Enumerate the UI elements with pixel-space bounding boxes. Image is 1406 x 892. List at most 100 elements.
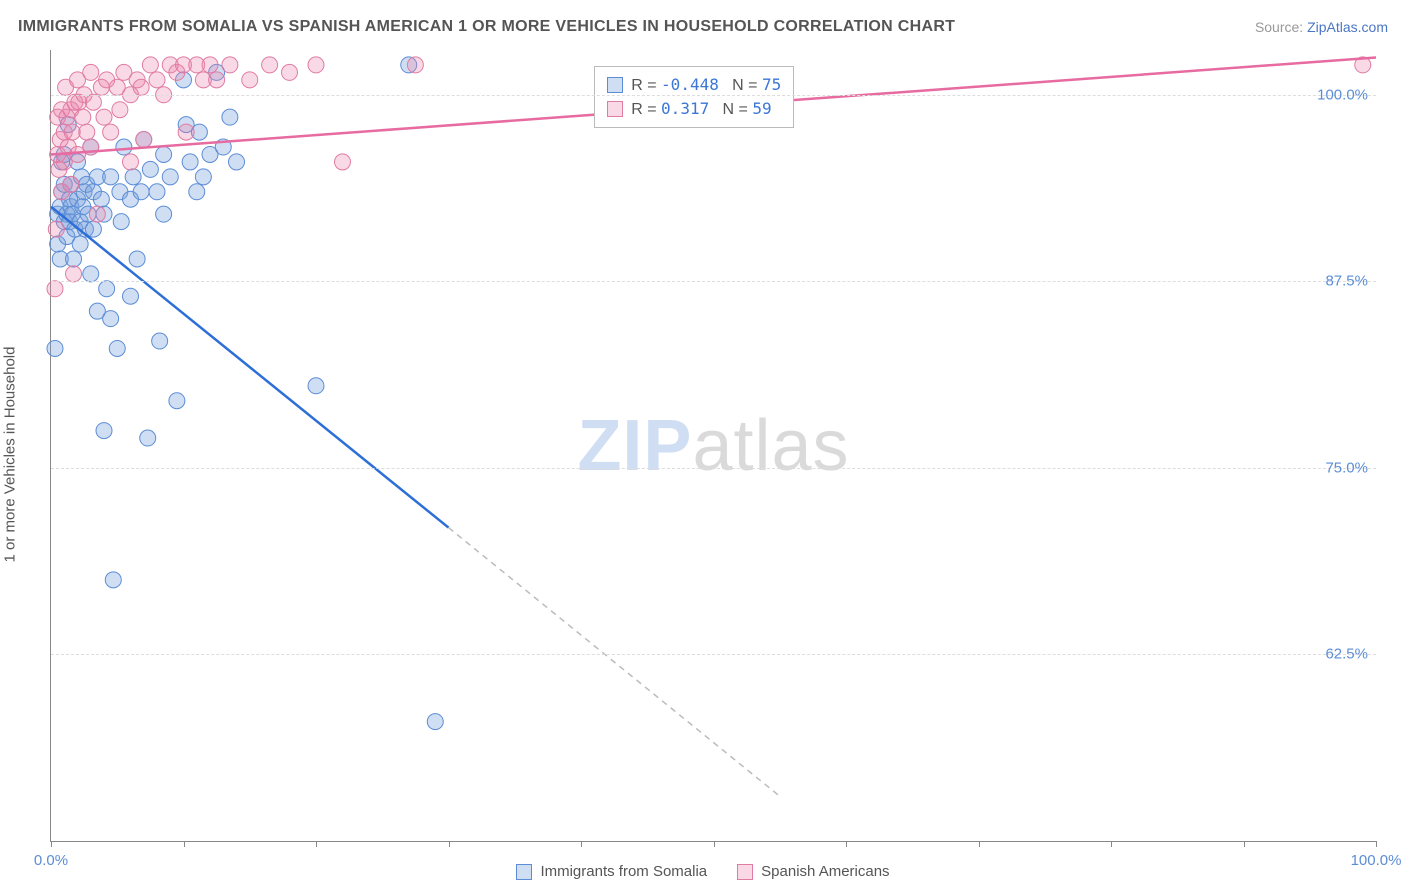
data-point [63,176,79,192]
trend-line-extrapolated [449,528,780,797]
data-point [105,572,121,588]
data-point [142,57,158,73]
legend-item: Immigrants from Somalia [516,863,707,880]
x-tick [979,841,980,847]
data-point [66,251,82,267]
data-point [83,266,99,282]
legend-item: Spanish Americans [737,863,889,880]
data-point [222,109,238,125]
data-point [189,184,205,200]
data-point [79,124,95,140]
title-bar: IMMIGRANTS FROM SOMALIA VS SPANISH AMERI… [18,18,1388,36]
data-point [152,333,168,349]
y-tick-label: 75.0% [1325,459,1368,476]
data-point [156,206,172,222]
data-point [202,57,218,73]
data-point [99,281,115,297]
data-point [195,169,211,185]
data-point [140,430,156,446]
trend-line [51,207,449,528]
legend-swatch [607,77,623,93]
data-point [156,146,172,162]
grid-line [51,654,1376,655]
data-point [83,64,99,80]
data-point [116,139,132,155]
data-point [93,191,109,207]
data-point [149,72,165,88]
grid-line [51,281,1376,282]
data-point [129,251,145,267]
stat-row: R = 0.317 N = 59 [607,97,781,121]
data-point [262,57,278,73]
stat-row: R = -0.448 N = 75 [607,73,781,97]
data-point [103,169,119,185]
data-point [47,340,63,356]
data-point [133,184,149,200]
data-point [123,154,139,170]
x-tick [316,841,317,847]
data-point [308,57,324,73]
y-axis-label: 1 or more Vehicles in Household [2,347,19,563]
y-tick-label: 100.0% [1317,86,1368,103]
data-point [89,206,105,222]
data-point [149,184,165,200]
data-point [178,124,194,140]
data-point [125,169,141,185]
legend-label: Immigrants from Somalia [540,863,707,880]
data-point [103,124,119,140]
chart-svg [51,50,1376,841]
x-tick [1244,841,1245,847]
legend-swatch [516,864,532,880]
source-link[interactable]: ZipAtlas.com [1307,19,1388,35]
data-point [64,124,80,140]
data-point [103,311,119,327]
data-point [308,378,324,394]
x-tick [714,841,715,847]
source-attribution: Source: ZipAtlas.com [1255,19,1388,35]
data-point [222,57,238,73]
data-point [75,109,91,125]
source-prefix: Source: [1255,19,1307,35]
x-tick [1376,841,1377,847]
x-tick [581,841,582,847]
data-point [427,714,443,730]
stat-text: R = 0.317 N = 59 [631,99,771,119]
plot-area: ZIPatlas R = -0.448 N = 75R = 0.317 N = … [50,50,1376,842]
data-point [113,214,129,230]
data-point [407,57,423,73]
data-point [48,221,64,237]
data-point [85,94,101,110]
y-tick-label: 87.5% [1325,273,1368,290]
y-tick-label: 62.5% [1325,646,1368,663]
data-point [169,393,185,409]
data-point [133,79,149,95]
stat-text: R = -0.448 N = 75 [631,75,781,95]
correlation-stat-box: R = -0.448 N = 75 R = 0.317 N = 59 [594,66,794,128]
data-point [282,64,298,80]
data-point [242,72,258,88]
data-point [47,281,63,297]
x-tick [846,841,847,847]
grid-line [51,95,1376,96]
legend-swatch [607,101,623,117]
x-tick [51,841,52,847]
bottom-legend: Immigrants from Somalia Spanish Americans [0,863,1406,880]
grid-line [51,468,1376,469]
data-point [66,266,82,282]
data-point [96,109,112,125]
legend-swatch [737,864,753,880]
data-point [123,288,139,304]
data-point [229,154,245,170]
x-tick [449,841,450,847]
legend-label: Spanish Americans [761,863,889,880]
data-point [162,169,178,185]
data-point [136,132,152,148]
x-tick [184,841,185,847]
data-point [335,154,351,170]
chart-title: IMMIGRANTS FROM SOMALIA VS SPANISH AMERI… [18,18,955,36]
data-point [109,340,125,356]
x-tick [1111,841,1112,847]
data-point [72,236,88,252]
data-point [85,221,101,237]
data-point [112,102,128,118]
